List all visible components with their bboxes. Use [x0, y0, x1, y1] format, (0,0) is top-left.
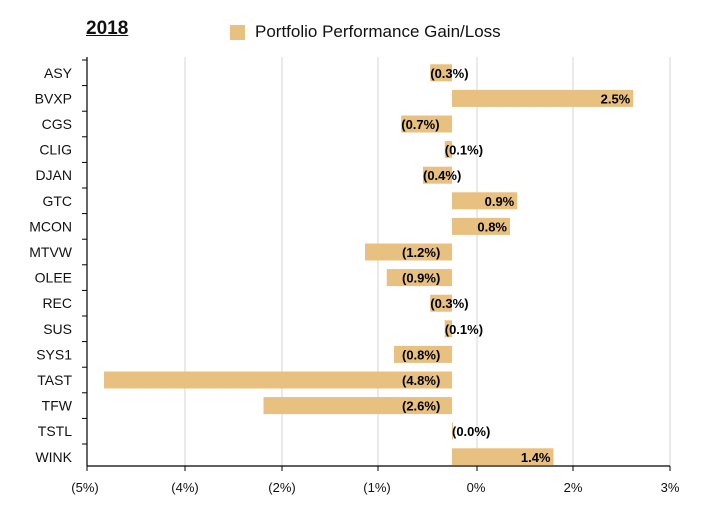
y-tick-label: CLIG: [39, 142, 72, 158]
y-tick-label: MTVW: [29, 244, 73, 260]
data-label: 0.8%: [477, 219, 507, 234]
data-label: (4.8%): [402, 373, 440, 388]
bar: [444, 320, 452, 338]
bar: [452, 422, 453, 440]
x-tick-label: 3%: [661, 480, 680, 495]
legend: Portfolio Performance Gain/Loss: [230, 22, 501, 42]
x-tick-label: 0%: [467, 480, 486, 495]
y-tick-label: WINK: [35, 449, 72, 465]
y-tick-label: TFW: [42, 398, 73, 414]
legend-label: Portfolio Performance Gain/Loss: [255, 22, 501, 41]
y-tick-label: OLEE: [35, 270, 72, 286]
data-label: (0.9%): [402, 271, 440, 286]
data-label: 1.4%: [521, 450, 551, 465]
data-label: (0.1%): [445, 322, 483, 337]
bar: [452, 448, 554, 466]
bar: [430, 294, 452, 312]
y-tick-label: CGS: [42, 116, 72, 132]
data-label: (1.2%): [402, 245, 440, 260]
x-tick-label: (5%): [71, 480, 98, 495]
bar: [401, 115, 452, 133]
y-tick-label: TSTL: [38, 423, 72, 439]
bar: [452, 192, 518, 210]
data-label: (2.6%): [402, 399, 440, 414]
bar: [394, 345, 452, 363]
bar: [423, 166, 452, 184]
bar: [430, 64, 452, 82]
bar: [444, 141, 452, 159]
data-label: (0.3%): [430, 66, 468, 81]
y-tick-label: BVXP: [35, 90, 72, 106]
data-label: 2.5%: [601, 91, 631, 106]
chart-title: 2018: [86, 18, 129, 39]
data-label: (0.7%): [401, 117, 439, 132]
bar: [104, 371, 452, 389]
y-tick-label: ASY: [44, 65, 73, 81]
legend-swatch: [230, 24, 245, 40]
x-tick-label: (2%): [268, 480, 295, 495]
y-tick-label: SYS1: [36, 346, 72, 362]
x-tick-label: (1%): [363, 480, 390, 495]
data-label: (0.4%): [423, 168, 461, 183]
y-tick-label: GTC: [42, 193, 72, 209]
y-tick-label: REC: [42, 295, 72, 311]
data-label: (0.8%): [402, 347, 440, 362]
data-label: (0.1%): [445, 143, 483, 158]
bar: [452, 217, 510, 235]
x-tick-label: 2%: [564, 480, 583, 495]
data-label: (0.3%): [430, 296, 468, 311]
bar: [365, 243, 452, 261]
bar: [386, 269, 452, 287]
data-label: 0.9%: [485, 194, 515, 209]
y-tick-label: MCON: [29, 218, 72, 234]
y-tick-label: DJAN: [35, 167, 72, 183]
data-label: (0.0%): [452, 424, 490, 439]
x-tick-label: (4%): [171, 480, 198, 495]
y-tick-label: SUS: [43, 321, 72, 337]
bar: [263, 397, 452, 415]
y-tick-label: TAST: [37, 372, 72, 388]
bar: [452, 89, 634, 107]
